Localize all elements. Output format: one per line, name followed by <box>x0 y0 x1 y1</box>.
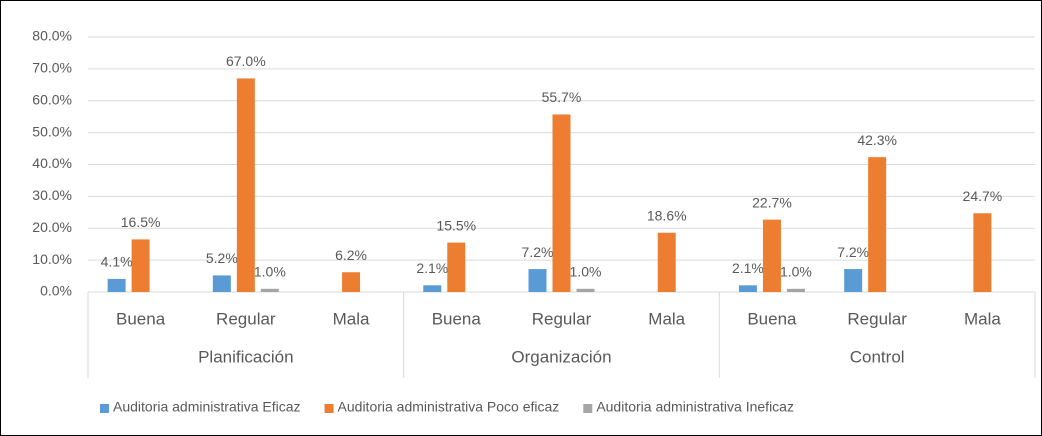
x-tick-label: Buena <box>432 309 482 328</box>
bar <box>657 232 676 292</box>
group-label: Planificación <box>198 347 293 366</box>
y-tick-label: 30.0% <box>32 187 72 203</box>
data-label: 15.5% <box>436 217 476 233</box>
y-tick-label: 70.0% <box>32 60 72 76</box>
bar <box>738 285 757 292</box>
data-label: 67.0% <box>226 53 266 69</box>
data-label: 1.0% <box>570 264 602 280</box>
data-label: 22.7% <box>752 194 792 210</box>
bar <box>762 219 781 292</box>
bar <box>973 213 992 292</box>
x-tick-label: Buena <box>747 309 797 328</box>
x-tick-label: Regular <box>847 309 907 328</box>
group-label: Control <box>850 347 905 366</box>
x-tick-label: Buena <box>116 309 166 328</box>
legend-label: Auditoria administrativa Poco eficaz <box>338 399 560 415</box>
x-tick-label: Mala <box>333 309 370 328</box>
data-label: 1.0% <box>780 264 812 280</box>
data-label: 24.7% <box>963 188 1003 204</box>
bar <box>552 114 571 292</box>
legend-swatch <box>324 404 334 413</box>
bar <box>576 288 595 292</box>
data-label: 2.1% <box>732 260 764 276</box>
bar <box>868 157 887 292</box>
y-tick-label: 20.0% <box>32 219 72 235</box>
bar <box>423 285 442 292</box>
bar <box>107 278 126 292</box>
data-label: 5.2% <box>206 250 238 266</box>
x-tick-label: Regular <box>216 309 276 328</box>
y-tick-label: 50.0% <box>32 123 72 139</box>
data-label: 7.2% <box>522 244 554 260</box>
y-tick-label: 10.0% <box>32 251 72 267</box>
y-tick-label: 60.0% <box>32 91 72 107</box>
data-label: 1.0% <box>254 264 286 280</box>
bar <box>342 272 361 292</box>
data-label: 42.3% <box>857 132 897 148</box>
data-label: 7.2% <box>837 244 869 260</box>
data-label: 6.2% <box>335 247 367 263</box>
y-tick-label: 0.0% <box>40 283 72 299</box>
data-label: 55.7% <box>542 89 582 105</box>
bar <box>260 288 279 292</box>
bar <box>131 239 150 292</box>
data-label: 18.6% <box>647 207 687 223</box>
y-tick-label: 40.0% <box>32 155 72 171</box>
bar <box>844 269 863 292</box>
bar <box>212 275 231 292</box>
data-label: 4.1% <box>101 254 133 270</box>
legend-swatch <box>583 404 593 413</box>
group-label: Organización <box>511 347 611 366</box>
x-tick-label: Mala <box>964 309 1001 328</box>
data-label: 16.5% <box>121 214 161 230</box>
data-label: 2.1% <box>416 260 448 276</box>
legend-label: Auditoria administrativa Ineficaz <box>596 399 794 415</box>
x-tick-label: Regular <box>532 309 592 328</box>
x-tick-label: Mala <box>648 309 685 328</box>
bar <box>236 78 255 292</box>
legend-label: Auditoria administrativa Eficaz <box>113 399 301 415</box>
legend-swatch <box>100 404 109 413</box>
bar <box>786 288 805 292</box>
bar <box>447 242 466 292</box>
y-tick-label: 80.0% <box>32 28 72 44</box>
bar <box>528 269 547 292</box>
